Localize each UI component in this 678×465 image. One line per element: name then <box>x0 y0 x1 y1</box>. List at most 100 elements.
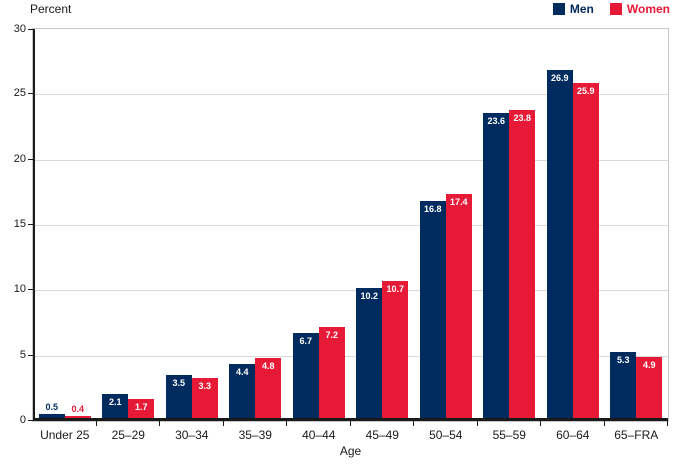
x-axis-tick <box>476 421 478 426</box>
y-axis-tick <box>28 224 33 225</box>
bar-men: 6.7 <box>292 333 319 421</box>
bar-value-label: 7.2 <box>325 329 338 340</box>
x-tick-label: 30–34 <box>175 428 209 442</box>
x-tick-label: 55–59 <box>492 428 526 442</box>
bar-value-label: 0.4 <box>71 403 84 414</box>
bar-group: 2.1 1.7 <box>97 29 161 421</box>
bar-group: 6.7 7.2 <box>287 29 351 421</box>
x-tick-label: 50–54 <box>429 428 463 442</box>
bar-women: 25.9 <box>572 82 599 421</box>
bar-women: 4.9 <box>636 356 663 421</box>
y-axis-tick <box>28 29 33 30</box>
bar-value-label: 5.3 <box>616 354 630 365</box>
legend-label-men: Men <box>569 2 594 16</box>
bar-group: 4.4 4.8 <box>224 29 288 421</box>
y-axis-line <box>33 29 35 421</box>
bar-value-label: 0.5 <box>45 402 58 413</box>
bar-group: 3.5 3.3 <box>160 29 224 421</box>
bar-value-label: 10.2 <box>360 290 379 301</box>
bar-men: 10.2 <box>356 287 383 421</box>
bar-group: 26.9 25.9 <box>541 29 605 421</box>
y-tick-label: 10 <box>13 283 26 296</box>
bar-women: 4.8 <box>255 358 282 421</box>
bar-value-label: 4.8 <box>261 361 275 372</box>
bar-women: 10.7 <box>382 281 409 421</box>
x-tick-label: 60–64 <box>556 428 590 442</box>
bar-men: 2.1 <box>102 393 129 421</box>
bar-value-label: 3.3 <box>198 380 211 391</box>
bar-men: 0.5 <box>38 402 65 421</box>
plot-area: 0 5 10 15 20 25 30 0.5 0.4 Under 25 2.1 1.7 25–29 3.5… <box>14 23 669 442</box>
x-axis-title: Age <box>339 444 362 458</box>
y-tick-label: 25 <box>13 87 26 100</box>
legend-item-women: Women <box>609 2 670 16</box>
gridline <box>33 225 668 226</box>
men-color-swatch-icon <box>552 3 565 15</box>
bar-men: 23.6 <box>483 112 510 421</box>
x-axis-tick <box>222 421 224 426</box>
bar-value-label: 25.9 <box>576 85 595 96</box>
legend: Men Women <box>552 2 670 16</box>
gridline <box>33 159 668 161</box>
x-axis-line <box>33 418 668 421</box>
bar-group: 16.8 17.4 <box>414 29 478 421</box>
y-tick-label: 20 <box>13 152 26 165</box>
x-axis-tick <box>286 421 287 426</box>
bar-value-label: 23.6 <box>487 115 506 126</box>
y-tick-label: 30 <box>13 23 26 35</box>
bar-group: 23.6 23.8 <box>478 29 542 421</box>
x-tick-label: 65–FRA <box>614 428 659 442</box>
x-axis-tick <box>540 421 541 426</box>
x-tick-label: 25–29 <box>111 428 145 442</box>
bar-men: 26.9 <box>546 69 573 421</box>
gridline <box>33 290 668 292</box>
y-axis-tick <box>28 354 33 356</box>
y-axis-tick <box>28 420 33 421</box>
bar-value-label: 16.8 <box>423 204 442 215</box>
bar-women: 23.8 <box>509 110 536 421</box>
y-axis-tick <box>28 158 33 160</box>
gridline <box>33 94 668 96</box>
y-tick-label: 0 <box>19 414 26 426</box>
bar-men: 4.4 <box>229 363 256 421</box>
bar-value-label: 2.1 <box>108 396 122 407</box>
x-axis-tick <box>667 421 668 426</box>
bar-value-label: 3.5 <box>172 378 185 389</box>
bar-value-label: 4.9 <box>642 359 656 370</box>
x-axis-tick <box>349 421 351 426</box>
bar-women: 7.2 <box>318 326 345 421</box>
bar-group: 5.3 4.9 <box>605 29 669 421</box>
bar-men: 5.3 <box>610 351 637 421</box>
bar-group: 0.5 0.4 <box>33 29 97 421</box>
bar-value-label: 17.4 <box>449 196 468 207</box>
gridline <box>33 355 668 357</box>
bar-women: 1.7 <box>128 398 155 421</box>
x-axis-tick <box>159 421 160 426</box>
bar-value-label: 10.7 <box>386 284 405 295</box>
bar-value-label: 26.9 <box>550 72 569 83</box>
x-tick-label: 40–44 <box>302 428 336 442</box>
bar-value-label: 1.7 <box>134 401 148 412</box>
x-axis-tick <box>413 421 414 426</box>
bar-value-label: 6.7 <box>299 336 312 347</box>
legend-label-women: Women <box>626 2 670 16</box>
bar-women: 3.3 <box>191 377 218 421</box>
y-axis-title: Percent <box>30 2 72 16</box>
x-tick-label: 45–49 <box>365 428 399 442</box>
y-tick-label: 5 <box>19 348 26 361</box>
bar-men: 3.5 <box>165 375 192 421</box>
x-tick-label: Under 25 <box>40 428 90 442</box>
bar-women: 17.4 <box>445 193 472 421</box>
bar-men: 16.8 <box>419 201 446 421</box>
y-axis-tick <box>28 289 33 291</box>
x-axis-tick <box>95 421 97 426</box>
y-axis-tick <box>28 93 33 95</box>
y-tick-label: 15 <box>13 218 26 230</box>
legend-item-men: Men <box>552 2 594 16</box>
bar-group: 10.2 10.7 <box>351 29 415 421</box>
women-color-swatch-icon <box>609 3 622 15</box>
x-tick-label: 35–39 <box>238 428 272 442</box>
bar-value-label: 4.4 <box>235 366 249 377</box>
x-axis-tick <box>603 421 605 426</box>
